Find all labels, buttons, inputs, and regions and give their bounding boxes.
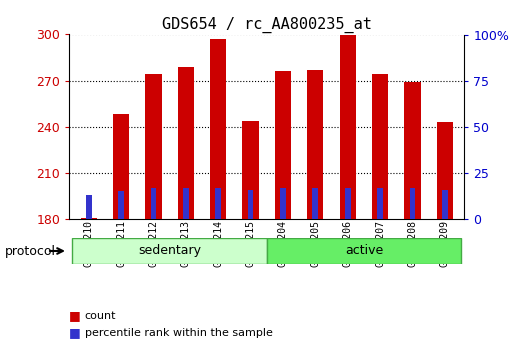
Bar: [150, 188, 156, 219]
Bar: [215, 188, 221, 219]
Text: ■: ■: [69, 309, 81, 322]
Text: ■: ■: [69, 326, 81, 339]
Bar: [345, 188, 350, 219]
Bar: [307, 70, 323, 219]
Bar: [210, 39, 226, 219]
Bar: [72, 238, 267, 264]
Text: sedentary: sedentary: [138, 245, 201, 257]
Text: protocol: protocol: [5, 245, 56, 258]
Bar: [377, 188, 383, 219]
Bar: [177, 67, 194, 219]
Bar: [118, 191, 124, 219]
Bar: [442, 189, 448, 219]
Bar: [340, 33, 356, 219]
Text: active: active: [345, 245, 383, 257]
Bar: [275, 71, 291, 219]
Bar: [113, 115, 129, 219]
Bar: [267, 238, 461, 264]
Text: percentile rank within the sample: percentile rank within the sample: [85, 328, 272, 338]
Bar: [372, 75, 388, 219]
Bar: [145, 75, 162, 219]
Title: GDS654 / rc_AA800235_at: GDS654 / rc_AA800235_at: [162, 17, 372, 33]
Bar: [437, 122, 453, 219]
Text: count: count: [85, 311, 116, 321]
Bar: [248, 189, 253, 219]
Bar: [404, 82, 421, 219]
Bar: [243, 121, 259, 219]
Bar: [81, 218, 97, 219]
Bar: [409, 188, 416, 219]
Bar: [183, 188, 189, 219]
Bar: [312, 188, 318, 219]
Bar: [86, 195, 92, 219]
Bar: [280, 188, 286, 219]
